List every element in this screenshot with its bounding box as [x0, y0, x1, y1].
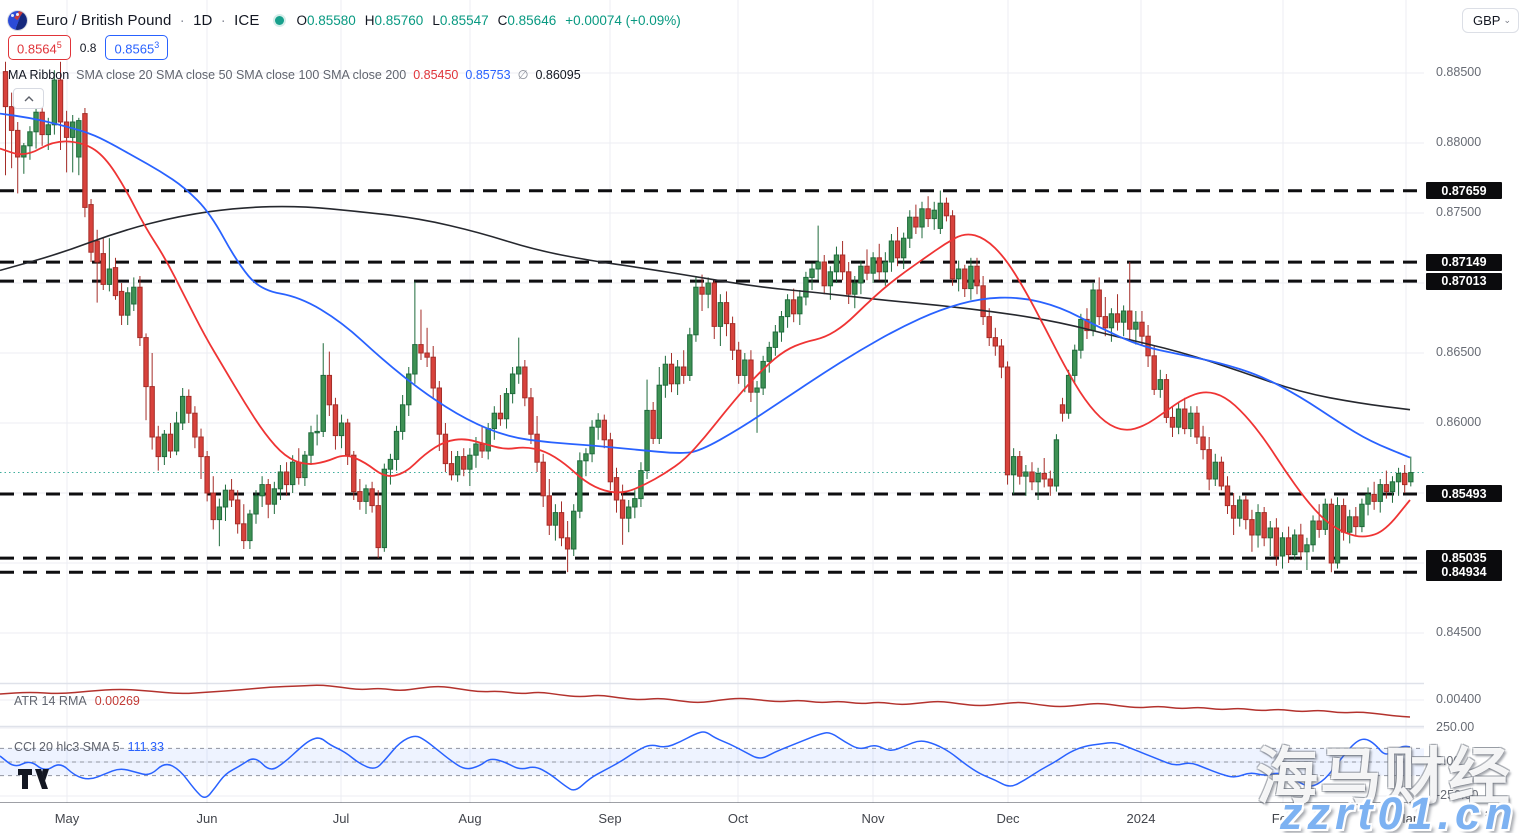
sma50-line [0, 112, 1411, 459]
price-axis-label: 0.86500 [1436, 344, 1482, 359]
sma200-line [0, 205, 1411, 411]
atr-value: 0.00269 [94, 694, 140, 708]
legend-collapse-button[interactable] [13, 88, 44, 109]
cci-band [0, 747, 1424, 777]
tradingview-logo[interactable] [17, 768, 51, 790]
time-axis-label: Oct [727, 811, 749, 826]
cci-label: CCI 20 hlc3 SMA 5 [14, 740, 120, 754]
sr-price-label: 0.85493 [1426, 485, 1502, 503]
spread-value: 0.8 [79, 40, 97, 55]
sr-price-label: 0.87659 [1426, 182, 1502, 200]
ma-ribbon-legend[interactable]: MA Ribbon SMA close 20 SMA close 50 SMA … [8, 67, 581, 83]
sr-price-label: 0.87149 [1426, 253, 1502, 271]
price-axis-label: 0.88000 [1436, 134, 1482, 149]
time-axis-label: Dec [996, 811, 1020, 826]
time-axis-label: Nov [861, 811, 885, 826]
price-axis-label: 0.87500 [1436, 204, 1482, 219]
high-value: 0.85760 [374, 12, 424, 28]
indicator-params: SMA close 20 SMA close 50 SMA close 100 … [76, 67, 407, 82]
buy-button[interactable]: 0.85653 [105, 35, 169, 61]
atr-axis-label: 0.00400 [1436, 691, 1482, 706]
chevron-up-icon [24, 95, 33, 101]
sma200-value: 0.86095 [535, 67, 581, 82]
time-axis-label: Sep [598, 811, 622, 826]
close-value: 0.85646 [507, 12, 557, 28]
sma20-value: 0.85450 [413, 67, 459, 82]
time-axis-label: 2024 [1126, 811, 1156, 826]
time-axis-label: May [54, 811, 80, 826]
separator-dot: · [220, 11, 226, 29]
time-axis-label: Jul [332, 811, 350, 826]
symbol-title[interactable]: Euro / British Pound · 1D · ICE [36, 12, 259, 29]
currency-unit-button[interactable]: GBP ⌄ [1462, 8, 1519, 33]
sma20-line [0, 140, 1411, 538]
low-value: 0.85547 [439, 12, 489, 28]
price-axis-label: 0.88500 [1436, 64, 1482, 79]
sell-button[interactable]: 0.85645 [8, 35, 71, 61]
hidden-series-icon: ∅ [517, 68, 529, 82]
currency-unit-label: GBP [1473, 13, 1501, 28]
gridlines [0, 0, 1424, 803]
time-axis-label: Jun [196, 811, 218, 826]
change-value: +0.00074 (+0.09%) [565, 12, 681, 28]
timeframe-label: 1D [193, 11, 213, 29]
time-axis-label: Mar [1394, 811, 1418, 826]
candles-layer [2, 61, 1414, 573]
separator-dot: · [179, 11, 185, 29]
exchange-label: ICE [234, 11, 260, 29]
cci-axis-label: 0.00 [1436, 753, 1461, 768]
sr-price-label: 0.87013 [1426, 272, 1502, 290]
bid-ask-row: 0.85645 0.8 0.85653 [8, 35, 169, 61]
indicator-name: MA Ribbon [8, 67, 70, 82]
time-axis-label: Aug [458, 811, 482, 826]
cci-value: 111.33 [127, 740, 164, 754]
cci-axis-label: 250.00 [1436, 719, 1475, 734]
symbol-name: Euro / British Pound [36, 11, 172, 29]
atr-label: ATR 14 RMA [14, 694, 87, 708]
price-axis[interactable]: 0.88500 0.88000 0.87500 0.86500 0.86000 0.845… [1424, 0, 1524, 803]
cci-line [0, 731, 1411, 798]
symbol-header: Euro / British Pound · 1D · ICE O0.85580… [8, 8, 681, 32]
watermark-url: zzrt01.cn [1280, 788, 1518, 833]
atr-legend[interactable]: ATR 14 RMA 0.00269 [14, 694, 140, 708]
watermark-cjk: 海马财经 [1256, 743, 1513, 812]
eur-gbp-pair-icon [8, 10, 27, 30]
price-axis-label: 0.86000 [1436, 414, 1482, 429]
chevron-down-icon: ⌄ [1503, 15, 1511, 25]
open-value: 0.85580 [306, 12, 356, 28]
sma50-line [0, 112, 1411, 459]
axis-settings-gear-icon[interactable]: ⚙ [1484, 805, 1500, 824]
sma200-line [0, 205, 1411, 411]
ohlc-values: O0.85580 H0.85760 L0.85547 C0.85646 +0.0… [296, 12, 681, 28]
sma50-value: 0.85753 [465, 67, 511, 82]
cci-legend[interactable]: CCI 20 hlc3 SMA 5 111.33 [14, 740, 164, 754]
sr-price-label: 0.85035 [1426, 549, 1502, 567]
sma20-line [0, 140, 1411, 538]
market-status-icon[interactable] [275, 15, 285, 25]
sr-price-label: 0.84934 [1426, 563, 1502, 581]
time-axis[interactable]: May Jun Jul Aug Sep Oct Nov Dec 2024 Feb Mar [0, 803, 1524, 833]
price-axis-label: 0.84500 [1436, 624, 1482, 639]
atr-line [0, 684, 1411, 718]
cci-axis-label: -250.00 [1436, 787, 1479, 802]
time-axis-label: Feb [1271, 811, 1295, 826]
